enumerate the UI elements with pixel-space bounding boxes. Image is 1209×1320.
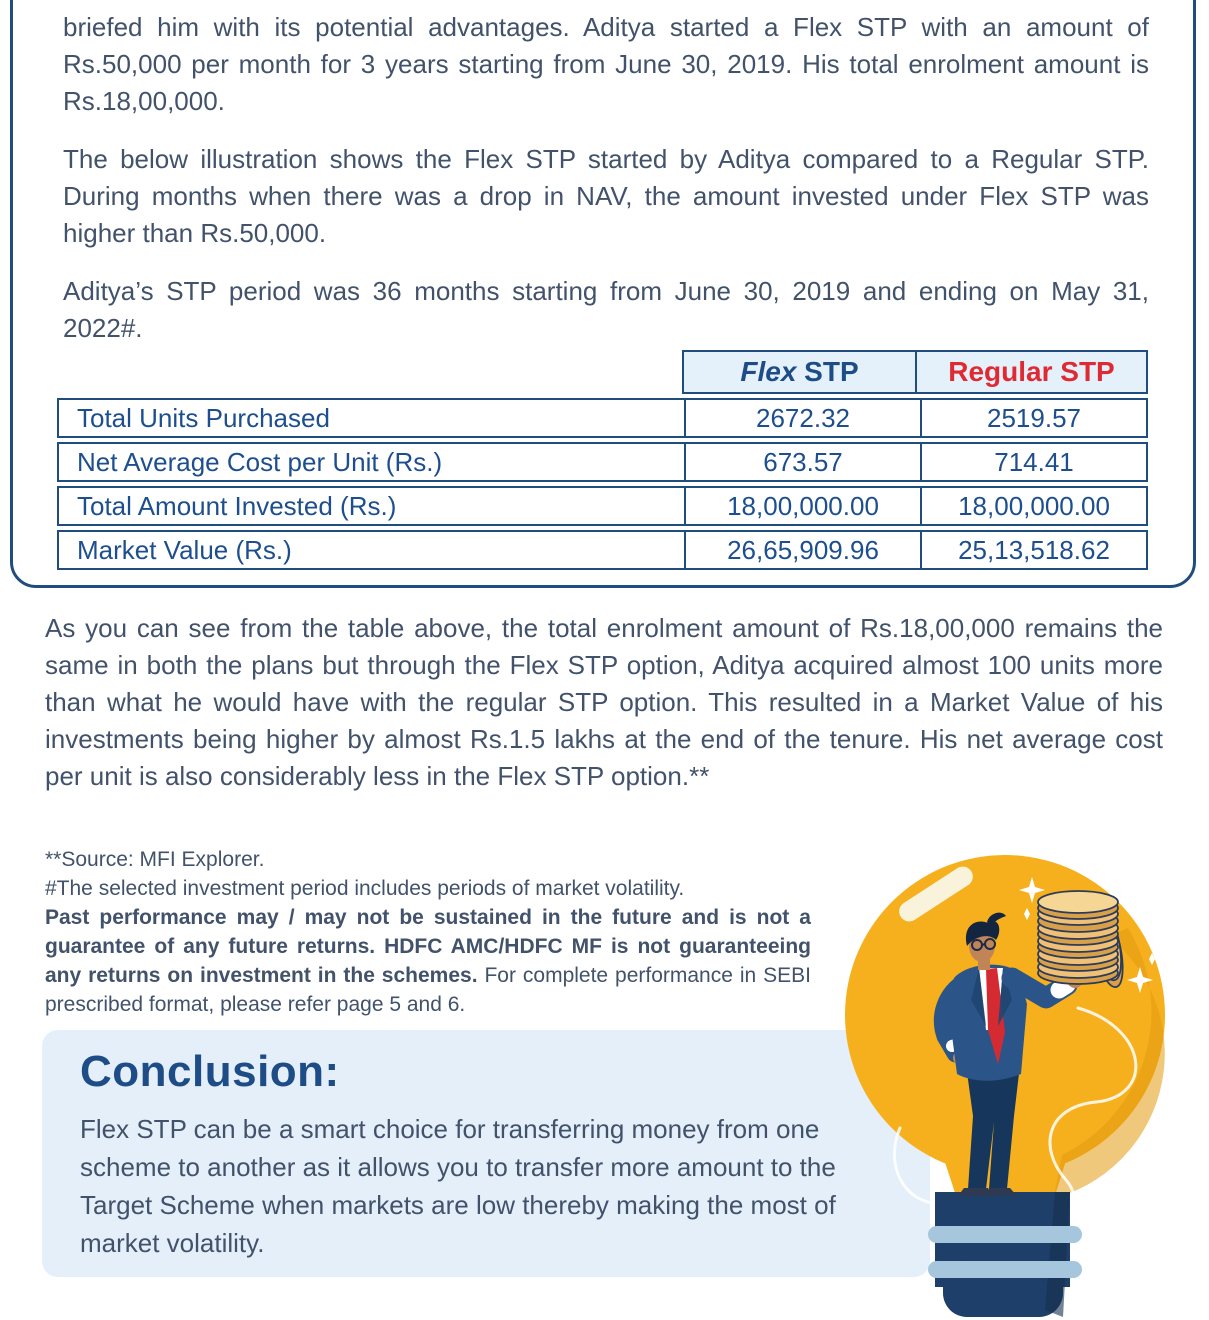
- bulb-highlight-streak: [899, 866, 973, 922]
- conclusion-text: Flex STP can be a smart choice for trans…: [80, 1114, 836, 1258]
- lightbulb-illustration: [845, 855, 1165, 1317]
- hair: [965, 921, 1000, 946]
- row-label-cell: Total Units Purchased: [77, 402, 330, 433]
- glasses-icon: [971, 938, 996, 951]
- flex-value-cell: 26,65,909.96: [684, 532, 920, 568]
- hair-quiff: [987, 912, 1006, 927]
- regular-value-cell: 2519.57: [920, 400, 1146, 436]
- intro-paragraph-3: Aditya’s STP period was 36 months starti…: [63, 276, 1149, 343]
- shoe: [986, 1188, 1017, 1196]
- conclusion-box: Conclusion: Flex STP can be a smart choi…: [42, 1030, 930, 1277]
- intro-paragraph-2: The below illustration shows the Flex ST…: [63, 144, 1149, 248]
- regular-value-cell: 18,00,000.00: [920, 488, 1146, 524]
- base-band: [928, 1226, 1082, 1243]
- coin-stack-icon: [1037, 890, 1124, 988]
- footnote-source: **Source: MFI Explorer.: [45, 848, 265, 871]
- footnote-disclaimer-rest: For complete performance in SEBI prescri…: [45, 964, 811, 1016]
- regular-stp-header-cell: Regular STP: [915, 352, 1146, 392]
- intro-paragraph-1: briefed him with its potential advantage…: [63, 12, 1149, 116]
- sparkle-icon: [1019, 877, 1045, 903]
- flex-stp-header-em: Flex: [740, 356, 797, 387]
- shoe: [958, 1188, 990, 1196]
- footnote-disclaimer-bold: Past performance may / may not be sustai…: [45, 906, 811, 987]
- bulb-shade: [1036, 928, 1165, 1202]
- table-row: Net Average Cost per Unit (Rs.) 673.57 7…: [57, 442, 1148, 482]
- comparison-table: Flex STP Regular STP Total Units Purchas…: [57, 350, 1148, 570]
- base-band: [928, 1261, 1082, 1278]
- sparkles: [1019, 877, 1155, 993]
- sparkle-icon: [1127, 967, 1153, 993]
- analysis-paragraph: As you can see from the table above, the…: [45, 613, 1163, 791]
- row-label-cell: Market Value (Rs.): [77, 534, 292, 565]
- intro-card: briefed him with its potential advantage…: [10, 0, 1196, 588]
- footnotes-block: **Source: MFI Explorer. #The selected in…: [45, 845, 811, 1019]
- conclusion-heading: Conclusion:: [80, 1047, 340, 1096]
- table-row: Total Amount Invested (Rs.) 18,00,000.00…: [57, 486, 1148, 526]
- flex-value-cell: 673.57: [684, 444, 920, 480]
- flex-stp-header-cell: Flex STP: [684, 352, 915, 392]
- flex-value-cell: 18,00,000.00: [684, 488, 920, 524]
- trousers: [966, 1065, 1020, 1189]
- flex-value-cell: 2672.32: [684, 400, 920, 436]
- regular-value-cell: 25,13,518.62: [920, 532, 1146, 568]
- businessman-figure: [933, 912, 1083, 1196]
- table-row: Market Value (Rs.) 26,65,909.96 25,13,51…: [57, 530, 1148, 570]
- row-label-cell: Net Average Cost per Unit (Rs.): [77, 446, 443, 477]
- table-header-row: Flex STP Regular STP: [682, 350, 1148, 394]
- flex-stp-header-rest: STP: [796, 356, 859, 387]
- sparkle-icon: [1149, 953, 1155, 965]
- row-label-cell: Total Amount Invested (Rs.): [77, 490, 397, 521]
- table-row: Total Units Purchased 2672.32 2519.57: [57, 398, 1148, 438]
- sparkle-icon: [1024, 908, 1030, 920]
- footnote-period: #The selected investment period includes…: [45, 877, 685, 900]
- regular-value-cell: 714.41: [920, 444, 1146, 480]
- bulb-base: [928, 1192, 1082, 1317]
- tie: [986, 968, 1005, 1064]
